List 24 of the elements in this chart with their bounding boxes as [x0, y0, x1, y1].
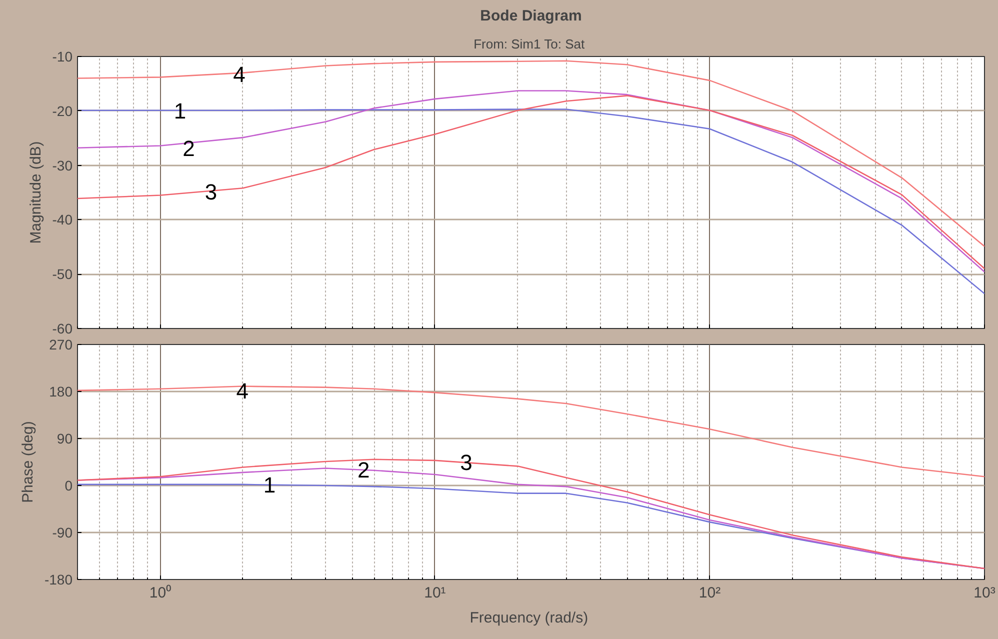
- y-tick-label: 270: [49, 336, 73, 352]
- y-tick-label: -50: [52, 266, 73, 282]
- y-tick-label: -20: [52, 102, 73, 119]
- y-tick-label: 0: [64, 478, 73, 494]
- y-tick-label: -60: [52, 320, 73, 336]
- annotation: 4: [233, 62, 246, 87]
- annotation: 2: [182, 136, 195, 161]
- y-tick-label: 180: [49, 384, 73, 400]
- chart-title: Bode Diagram: [480, 8, 582, 24]
- y-tick-label: -90: [52, 524, 73, 540]
- y-tick-label: -40: [52, 212, 73, 228]
- x-tick-label: 10²: [698, 584, 721, 602]
- annotation: 4: [236, 378, 248, 404]
- x-axis-title: Frequency (rad/s): [470, 610, 588, 626]
- y-tick-label: -180: [44, 572, 73, 588]
- y-tick-label: -30: [52, 157, 73, 174]
- x-tick-label: 10⁰: [149, 584, 172, 602]
- y-axis-title: Magnitude (dB): [27, 141, 44, 244]
- x-tick-label: 10¹: [424, 584, 446, 602]
- y-tick-label: 90: [56, 430, 73, 446]
- chart-subtitle: From: Sim1 To: Sat: [474, 36, 585, 52]
- y-axis-title: Phase (deg): [19, 421, 36, 503]
- y-tick-label: -10: [52, 48, 73, 64]
- x-tick-label: 10³: [974, 584, 996, 602]
